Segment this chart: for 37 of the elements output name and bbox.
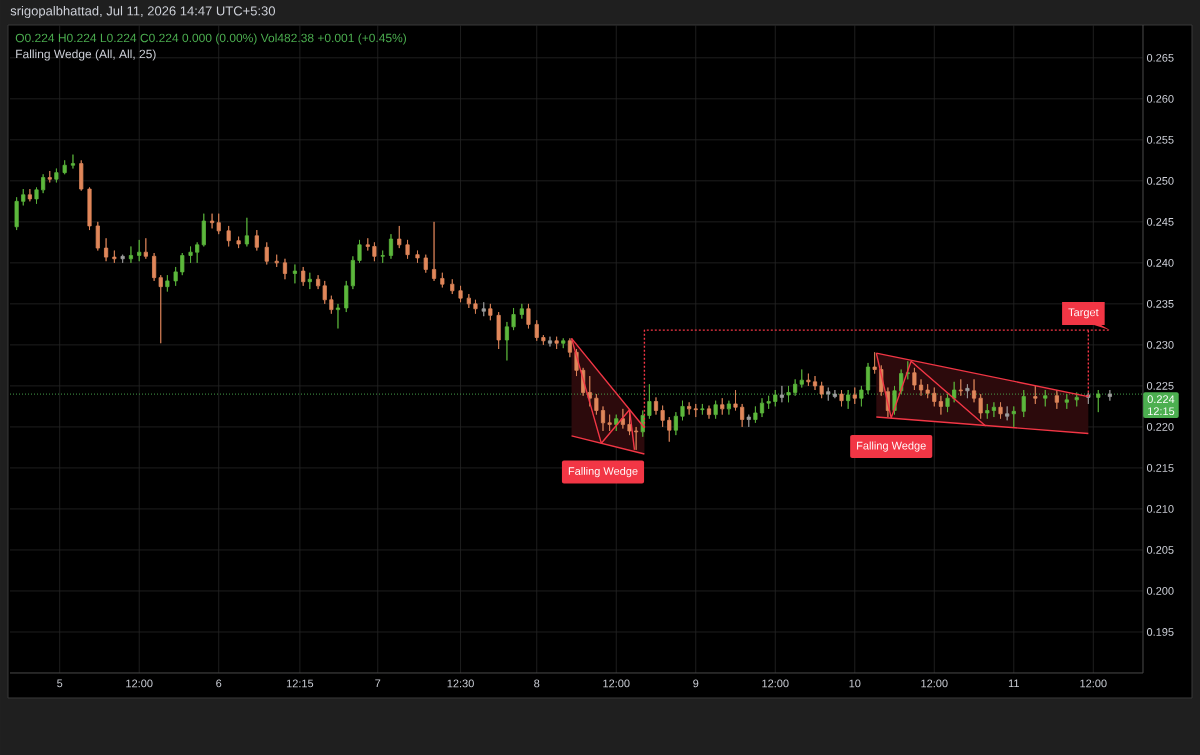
x-tick-label: 10 bbox=[849, 679, 861, 688]
y-tick-label: 0.230 bbox=[1146, 341, 1174, 349]
x-tick-label: 5 bbox=[57, 679, 63, 688]
y-tick-label: 0.235 bbox=[1146, 299, 1174, 308]
ref-line-label: 0.224 bbox=[1147, 395, 1175, 404]
annotation: Falling Wedge bbox=[568, 466, 638, 478]
y-tick-label: 0.240 bbox=[1146, 258, 1174, 267]
y-tick-label: 0.205 bbox=[1146, 546, 1174, 554]
y-tick-label: 0.200 bbox=[1146, 587, 1174, 595]
text: O0.224 H0.224 L0.224 C0.224 0.000 (0.00%) Vol482.38 +0.001 (+0.45%) bbox=[15, 33, 407, 45]
x-tick-label: 12:00 bbox=[921, 679, 948, 688]
y-tick-label: 0.245 bbox=[1146, 217, 1174, 226]
annotation: Target bbox=[1068, 308, 1099, 319]
y-tick-label: 0.250 bbox=[1146, 176, 1174, 185]
x-tick-label: 12:00 bbox=[603, 679, 630, 688]
y-tick-label: 0.225 bbox=[1146, 382, 1174, 390]
y-tick-label: 0.220 bbox=[1146, 423, 1174, 431]
x-tick-label: 12:00 bbox=[762, 679, 789, 688]
x-tick-label: 12:00 bbox=[126, 679, 153, 688]
x-tick-label: 7 bbox=[375, 679, 381, 688]
x-tick-label: 12:15 bbox=[286, 679, 314, 688]
y-tick-label: 0.260 bbox=[1146, 94, 1174, 103]
text: 12:15 bbox=[1148, 407, 1175, 416]
x-tick-label: 12:00 bbox=[1080, 679, 1107, 688]
annotation: Falling Wedge (All, All, 25) bbox=[16, 49, 156, 61]
y-tick-label: 0.215 bbox=[1146, 464, 1174, 472]
x-tick-label: 8 bbox=[534, 679, 540, 688]
x-tick-label: 6 bbox=[216, 679, 222, 688]
y-tick-label: 0.195 bbox=[1146, 628, 1174, 636]
text: srigopalbhattad, Jul 11, 2026 14:47 UTC+5:30 bbox=[10, 5, 276, 19]
x-tick-label: 11 bbox=[1008, 679, 1019, 688]
y-tick-label: 0.265 bbox=[1146, 53, 1174, 62]
y-tick-label: 0.255 bbox=[1146, 135, 1174, 144]
x-tick-label: 9 bbox=[693, 679, 699, 688]
y-tick-label: 0.210 bbox=[1146, 505, 1174, 513]
x-tick-label: 12:30 bbox=[447, 679, 474, 688]
annotation: Falling Wedge bbox=[857, 441, 926, 452]
